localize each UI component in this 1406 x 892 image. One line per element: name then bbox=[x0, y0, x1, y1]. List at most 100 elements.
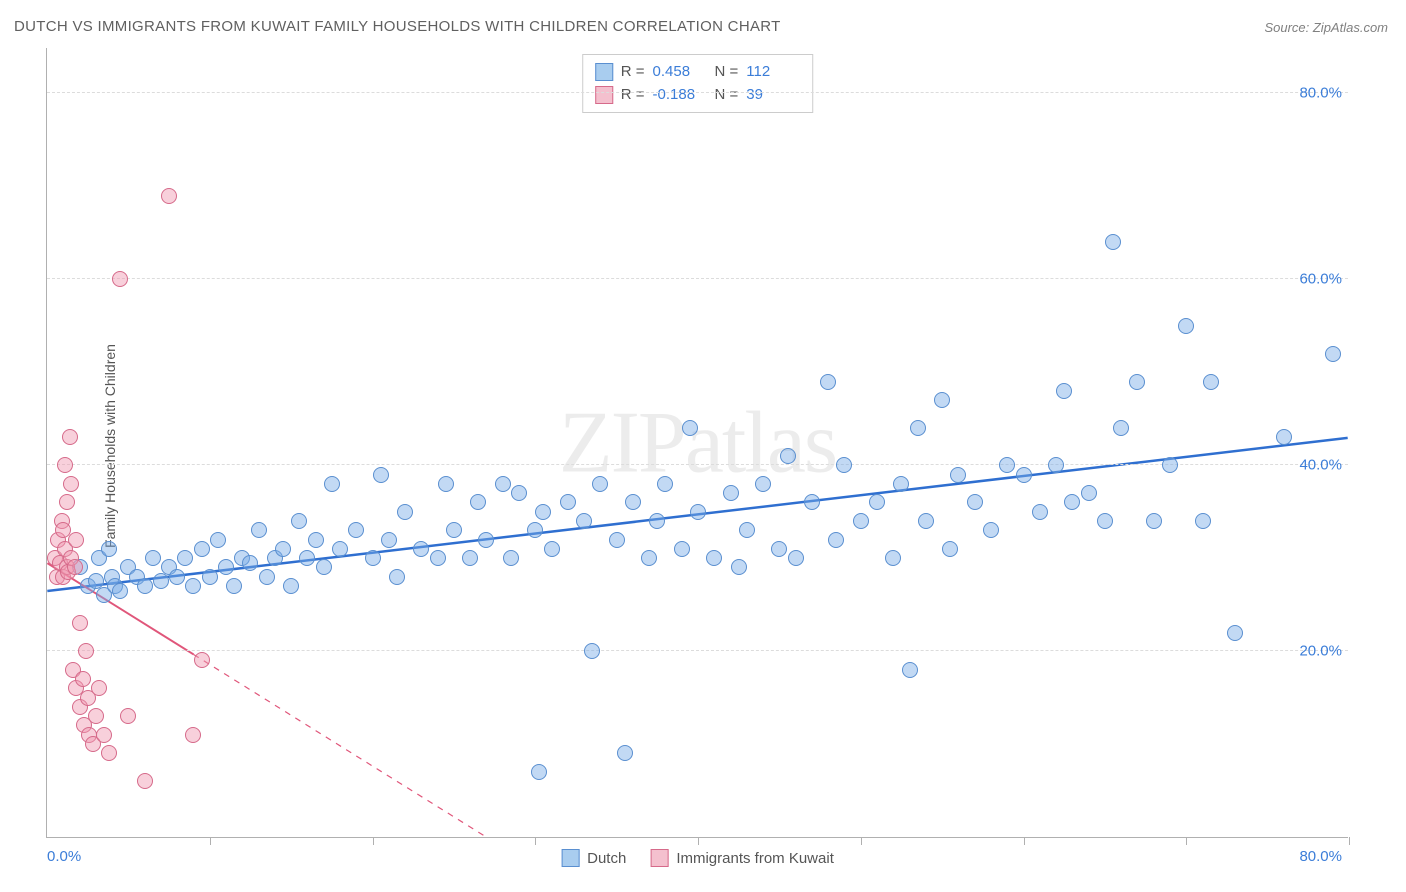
legend-label: Dutch bbox=[587, 850, 626, 867]
swatch-series-1 bbox=[561, 849, 579, 867]
scatter-point bbox=[291, 513, 307, 529]
scatter-point bbox=[731, 559, 747, 575]
scatter-point bbox=[169, 569, 185, 585]
scatter-point bbox=[373, 467, 389, 483]
scatter-point bbox=[145, 550, 161, 566]
scatter-point bbox=[836, 457, 852, 473]
stats-n-label: N = bbox=[715, 84, 739, 107]
scatter-point bbox=[535, 504, 551, 520]
scatter-point bbox=[381, 532, 397, 548]
scatter-point bbox=[59, 494, 75, 510]
scatter-point bbox=[869, 494, 885, 510]
scatter-point bbox=[226, 578, 242, 594]
scatter-point bbox=[531, 764, 547, 780]
scatter-point bbox=[1325, 346, 1341, 362]
scatter-point bbox=[1105, 234, 1121, 250]
scatter-point bbox=[137, 578, 153, 594]
scatter-point bbox=[308, 532, 324, 548]
scatter-point bbox=[739, 522, 755, 538]
trend-lines-svg bbox=[47, 48, 1348, 837]
scatter-point bbox=[348, 522, 364, 538]
scatter-point bbox=[723, 485, 739, 501]
scatter-point bbox=[771, 541, 787, 557]
scatter-point bbox=[470, 494, 486, 510]
legend-item-series-1: Dutch bbox=[561, 849, 626, 867]
scatter-point bbox=[495, 476, 511, 492]
scatter-point bbox=[788, 550, 804, 566]
chart-title: DUTCH VS IMMIGRANTS FROM KUWAIT FAMILY H… bbox=[14, 18, 781, 35]
swatch-series-2 bbox=[595, 86, 613, 104]
stats-r-value: 0.458 bbox=[653, 61, 707, 84]
scatter-point bbox=[62, 429, 78, 445]
y-tick-label: 20.0% bbox=[1299, 643, 1342, 660]
x-tick bbox=[1186, 837, 1187, 845]
scatter-point bbox=[185, 578, 201, 594]
scatter-point bbox=[1032, 504, 1048, 520]
stats-row-series-2: R = -0.188 N = 39 bbox=[595, 84, 801, 107]
scatter-point bbox=[67, 559, 83, 575]
scatter-point bbox=[804, 494, 820, 510]
x-tick bbox=[698, 837, 699, 845]
scatter-point bbox=[324, 476, 340, 492]
swatch-series-1 bbox=[595, 63, 613, 81]
scatter-point bbox=[1081, 485, 1097, 501]
scatter-point bbox=[332, 541, 348, 557]
scatter-point bbox=[527, 522, 543, 538]
scatter-point bbox=[592, 476, 608, 492]
scatter-point bbox=[478, 532, 494, 548]
scatter-point bbox=[101, 745, 117, 761]
scatter-point bbox=[999, 457, 1015, 473]
scatter-point bbox=[511, 485, 527, 501]
scatter-point bbox=[902, 662, 918, 678]
x-tick bbox=[210, 837, 211, 845]
x-tick bbox=[535, 837, 536, 845]
scatter-point bbox=[78, 643, 94, 659]
scatter-point bbox=[609, 532, 625, 548]
scatter-point bbox=[576, 513, 592, 529]
scatter-point bbox=[88, 708, 104, 724]
scatter-point bbox=[202, 569, 218, 585]
stats-r-label: R = bbox=[621, 84, 645, 107]
correlation-stats-box: R = 0.458 N = 112 R = -0.188 N = 39 bbox=[582, 54, 814, 113]
bottom-legend: Dutch Immigrants from Kuwait bbox=[561, 849, 834, 867]
source-attribution: Source: ZipAtlas.com bbox=[1264, 20, 1388, 35]
scatter-point bbox=[218, 559, 234, 575]
scatter-point bbox=[1276, 429, 1292, 445]
scatter-point bbox=[259, 569, 275, 585]
scatter-point bbox=[682, 420, 698, 436]
gridline-horizontal bbox=[47, 650, 1348, 651]
scatter-point bbox=[446, 522, 462, 538]
stats-r-value: -0.188 bbox=[653, 84, 707, 107]
scatter-point bbox=[413, 541, 429, 557]
scatter-point bbox=[438, 476, 454, 492]
scatter-point bbox=[299, 550, 315, 566]
scatter-point bbox=[1129, 374, 1145, 390]
scatter-point bbox=[885, 550, 901, 566]
stats-n-value: 112 bbox=[746, 61, 800, 84]
stats-n-label: N = bbox=[715, 61, 739, 84]
scatter-point bbox=[828, 532, 844, 548]
scatter-point bbox=[194, 541, 210, 557]
y-tick-label: 60.0% bbox=[1299, 271, 1342, 288]
scatter-point bbox=[918, 513, 934, 529]
y-tick-label: 80.0% bbox=[1299, 85, 1342, 102]
scatter-point bbox=[1113, 420, 1129, 436]
scatter-point bbox=[1195, 513, 1211, 529]
scatter-point bbox=[706, 550, 722, 566]
scatter-point bbox=[755, 476, 771, 492]
scatter-point bbox=[584, 643, 600, 659]
scatter-point bbox=[120, 708, 136, 724]
scatter-point bbox=[674, 541, 690, 557]
scatter-point bbox=[63, 476, 79, 492]
scatter-point bbox=[950, 467, 966, 483]
scatter-point bbox=[75, 671, 91, 687]
scatter-chart: ZIPatlas R = 0.458 N = 112 R = -0.188 N … bbox=[46, 48, 1348, 838]
scatter-point bbox=[194, 652, 210, 668]
scatter-point bbox=[242, 555, 258, 571]
swatch-series-2 bbox=[650, 849, 668, 867]
scatter-point bbox=[430, 550, 446, 566]
scatter-point bbox=[617, 745, 633, 761]
scatter-point bbox=[365, 550, 381, 566]
stats-r-label: R = bbox=[621, 61, 645, 84]
scatter-point bbox=[657, 476, 673, 492]
